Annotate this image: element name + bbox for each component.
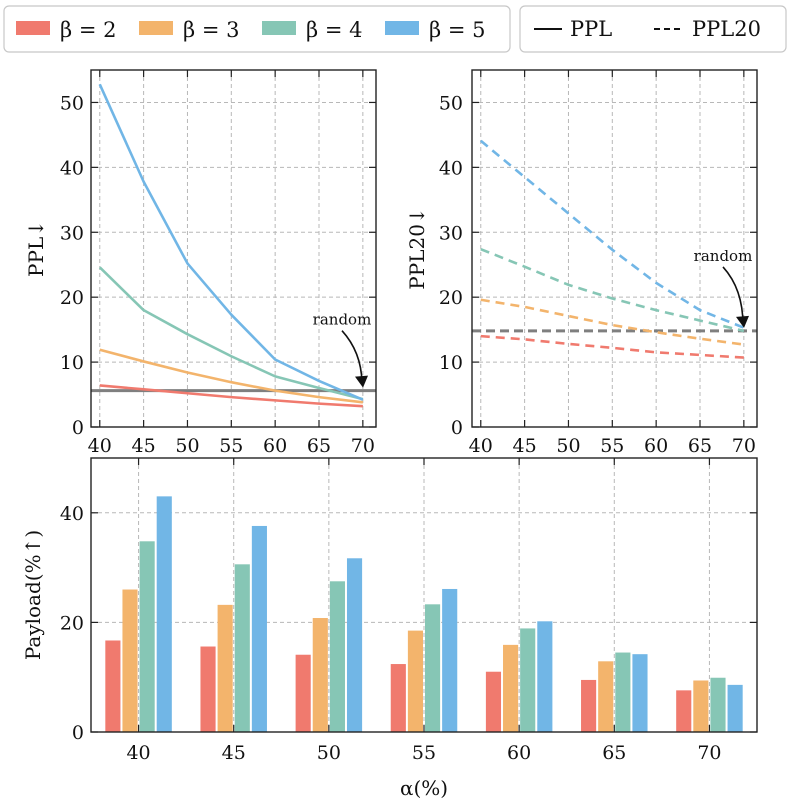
bar-55-beta-2 [390, 664, 406, 732]
x-tick-label: 40 [469, 435, 493, 457]
y-tick-label: 20 [60, 612, 84, 634]
x-tick-label: 50 [556, 435, 580, 457]
bar-45-beta-3 [217, 604, 233, 732]
random-annotation-label: random [313, 311, 372, 329]
y-tick-label: 30 [439, 222, 463, 244]
y-tick-label: 0 [72, 722, 84, 744]
x-tick-label: 50 [317, 742, 341, 764]
y-tick-label: 30 [60, 222, 84, 244]
x-tick-label: 70 [351, 435, 375, 457]
axis-frame [90, 69, 377, 428]
bar-45-beta-4 [234, 564, 250, 732]
bar-65-beta-4 [615, 652, 631, 732]
x-tick-label: 55 [600, 435, 624, 457]
x-tick-label: 55 [412, 742, 436, 764]
x-tick-label: 60 [507, 742, 531, 764]
y-tick-label: 10 [60, 352, 84, 374]
random-annotation-arrowhead [355, 375, 368, 388]
y-tick-label: 40 [60, 157, 84, 179]
legend-line-style: PPL PPL20 [519, 5, 787, 53]
legend-beta: β = 2 β = 3 β = 4 β = 5 [3, 5, 511, 53]
legend-label-beta-4: β = 4 [306, 18, 362, 42]
ppl20-line-chart: 40 45 50 55 60 65 70 0 10 20 30 40 50 PPL20↓ random [405, 69, 758, 457]
bar-45-beta-2 [200, 646, 216, 732]
bar-55-beta-4 [425, 604, 441, 732]
bar-65-beta-5 [632, 654, 648, 732]
x-tick-label: 45 [222, 742, 246, 764]
random-annotation-arrowhead [736, 315, 749, 328]
legend-label-beta-3: β = 3 [183, 18, 239, 42]
y-axis-label: PPL20↓ [405, 207, 429, 289]
y-tick-label: 10 [439, 352, 463, 374]
y-tick-label: 20 [439, 287, 463, 309]
x-tick-label: 65 [602, 742, 626, 764]
y-tick-label: 40 [60, 503, 84, 525]
bar-60-beta-4 [520, 628, 536, 732]
bar-65-beta-3 [598, 661, 614, 732]
legend-swatch-beta-4 [262, 21, 296, 35]
y-tick-label: 0 [451, 417, 463, 439]
random-annotation-arrow [722, 266, 744, 325]
legend-label-beta-5: β = 5 [429, 18, 485, 42]
bar-50-beta-2 [295, 654, 311, 732]
x-tick-label: 60 [263, 435, 287, 457]
x-tick-label: 45 [513, 435, 537, 457]
random-annotation-label: random [694, 247, 753, 265]
y-tick-label: 50 [439, 92, 463, 114]
bar-70-beta-3 [693, 680, 709, 732]
y-axis-label: PPL↓ [24, 220, 48, 277]
x-axis-label: α(%) [400, 776, 448, 800]
bar-60-beta-3 [503, 644, 519, 732]
x-tick-label: 55 [219, 435, 243, 457]
legend-swatch-beta-3 [139, 21, 173, 35]
bar-70-beta-4 [710, 677, 726, 732]
bar-40-beta-2 [105, 640, 121, 732]
x-tick-label: 40 [88, 435, 112, 457]
x-tick-label: 65 [688, 435, 712, 457]
x-tick-label: 65 [307, 435, 331, 457]
y-tick-label: 40 [439, 157, 463, 179]
x-tick-label: 40 [126, 742, 150, 764]
bar-50-beta-4 [329, 581, 345, 732]
bar-50-beta-5 [346, 558, 363, 732]
bar-45-beta-5 [251, 525, 267, 732]
legend-label-ppl20: PPL20 [692, 17, 761, 41]
bar-40-beta-4 [139, 541, 155, 732]
bar-55-beta-3 [407, 630, 423, 732]
bar-40-beta-5 [156, 496, 172, 732]
axis-frame [90, 457, 758, 733]
bar-40-beta-3 [122, 589, 138, 732]
y-tick-label: 20 [60, 287, 84, 309]
legend-swatch-beta-2 [16, 21, 50, 35]
bar-60-beta-5 [537, 621, 553, 732]
ppl-line-chart: 40 45 50 55 60 65 70 0 10 20 30 40 50 PPL↓ random [24, 69, 377, 457]
bar-70-beta-5 [727, 684, 743, 732]
payload-bar-chart: 40 45 50 55 60 65 70 0 20 40 Payload(%↑) α(%) [21, 457, 758, 800]
bar-60-beta-2 [485, 671, 502, 732]
bar-50-beta-3 [312, 618, 328, 732]
x-tick-label: 45 [132, 435, 156, 457]
bar-70-beta-2 [676, 690, 692, 732]
x-tick-label: 60 [644, 435, 668, 457]
axis-frame [471, 69, 758, 428]
x-tick-label: 50 [175, 435, 199, 457]
y-tick-label: 50 [60, 92, 84, 114]
x-tick-label: 70 [732, 435, 756, 457]
bar-55-beta-5 [442, 588, 458, 732]
legend-label-beta-2: β = 2 [60, 18, 116, 42]
y-tick-label: 0 [72, 417, 84, 439]
x-tick-label: 70 [697, 742, 721, 764]
y-axis-label: Payload(%↑) [21, 530, 45, 660]
bar-65-beta-2 [581, 679, 597, 732]
legend-swatch-beta-5 [385, 21, 419, 35]
legend-label-ppl: PPL [570, 17, 612, 41]
